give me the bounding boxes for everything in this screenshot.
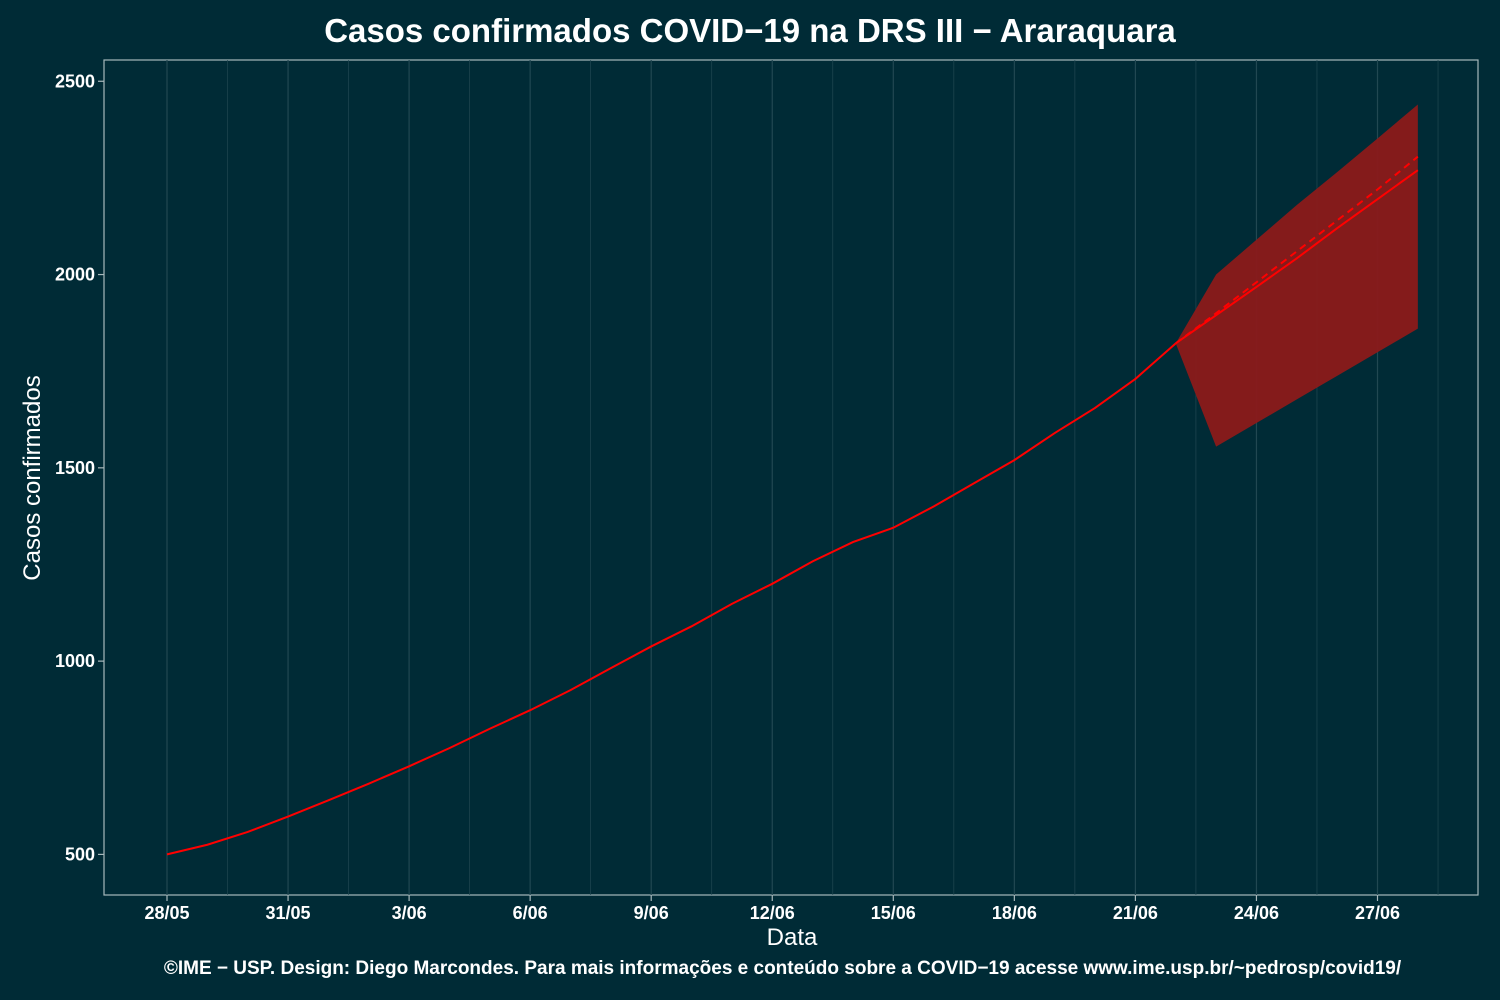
observed-series-line xyxy=(166,342,1177,856)
x-tick-label: 15/06 xyxy=(871,903,916,923)
x-tick-label: 21/06 xyxy=(1113,903,1158,923)
plot-panel xyxy=(103,59,1479,896)
y-tick-label: 1500 xyxy=(55,458,95,478)
forecast-mean-line xyxy=(1175,169,1419,345)
x-tick-label: 9/06 xyxy=(634,903,669,923)
x-tick-label: 12/06 xyxy=(750,903,795,923)
x-tick-label: 3/06 xyxy=(392,903,427,923)
x-axis-title: Data xyxy=(767,924,818,951)
y-tick-label: 2000 xyxy=(55,265,95,285)
x-tick-label: 28/05 xyxy=(144,903,189,923)
grid-lines xyxy=(166,60,1439,895)
x-tick-label: 6/06 xyxy=(513,903,548,923)
forecast-median-line xyxy=(1175,155,1419,345)
x-axis: 28/05 31/05 3/06 6/06 9/06 12/06 15/06 18/06 21/… xyxy=(144,895,1400,923)
y-axis: 500 1000 1500 2000 2500 xyxy=(55,71,104,864)
y-tick-label: 1000 xyxy=(55,651,95,671)
x-tick-label: 31/05 xyxy=(266,903,311,923)
series-lines xyxy=(166,155,1419,856)
y-tick-label: 2500 xyxy=(55,71,95,91)
x-tick-label: 18/06 xyxy=(992,903,1037,923)
y-axis-title: Casos confirmados xyxy=(19,375,46,580)
x-tick-label: 24/06 xyxy=(1234,903,1279,923)
forecast-band-layer xyxy=(1175,104,1418,447)
forecast-band xyxy=(1175,104,1418,447)
y-tick-label: 500 xyxy=(65,844,95,864)
chart-title: Casos confirmados COVID−19 na DRS III − … xyxy=(324,12,1176,49)
footer-credit: ©IME − USP. Design: Diego Marcondes. Par… xyxy=(163,958,1402,979)
x-tick-label: 27/06 xyxy=(1355,903,1400,923)
